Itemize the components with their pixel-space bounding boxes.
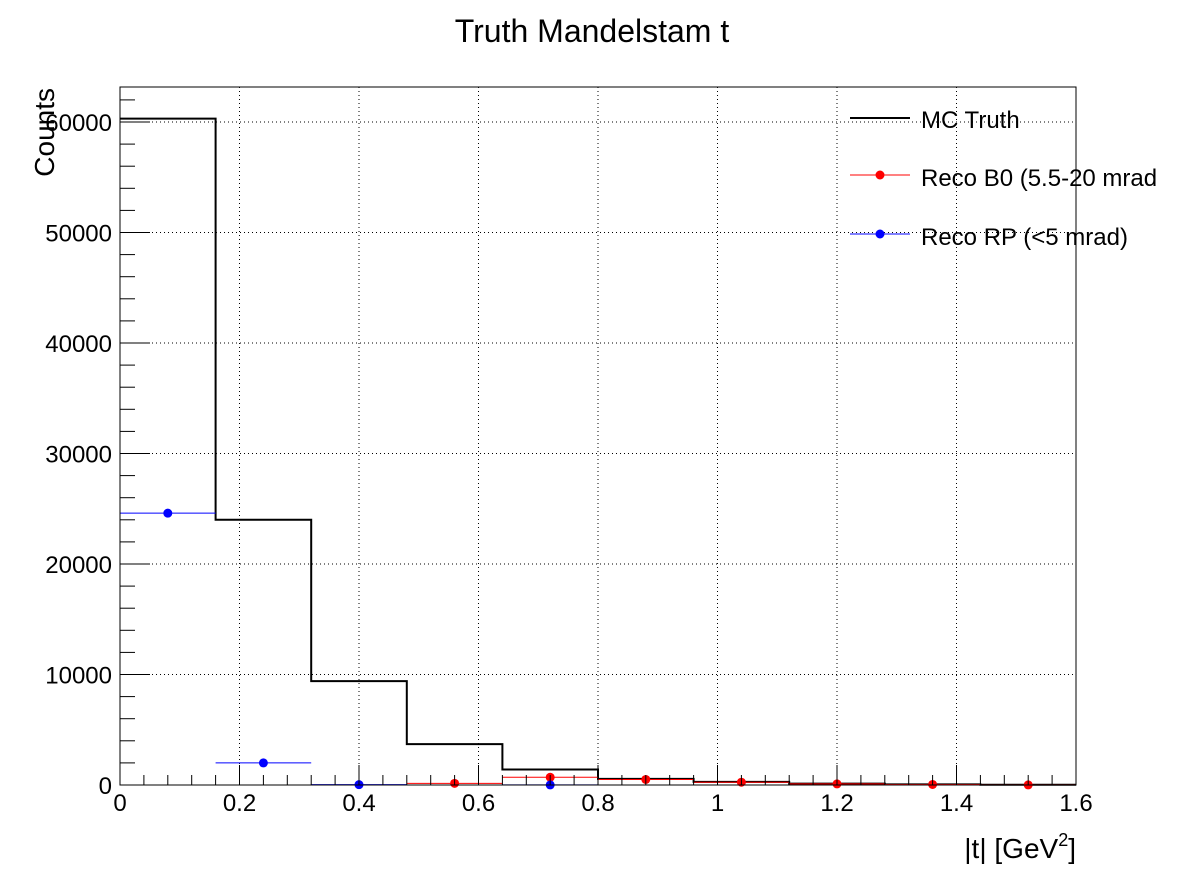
y-tick-label: 30000 (45, 442, 112, 469)
y-tick-label: 60000 (45, 110, 112, 137)
legend-entry-reco-rp: Reco RP (<5 mrad) (850, 224, 1128, 251)
y-tick-label: 50000 (45, 221, 112, 248)
x-tick-label: 0.6 (462, 790, 495, 817)
legend-entry-mc-truth: MC Truth (850, 107, 1020, 134)
x-tick-label: 1.2 (820, 790, 853, 817)
axis-ticks (119, 99, 1077, 786)
x-axis-label-text: |t| [GeV (964, 833, 1058, 864)
x-axis-label: |t| [GeV2] (964, 830, 1076, 864)
legend-reco-b0-label: Reco B0 (5.5-20 mrad (921, 165, 1157, 192)
tick-labels: 0 0.2 0.4 0.6 0.8 1 1.2 1.4 1.6 0 10000 20000 30000 4… (45, 110, 1092, 817)
legend-reco-b0-marker (875, 170, 885, 180)
y-tick-label: 40000 (45, 331, 112, 358)
y-tick-label: 20000 (45, 552, 112, 579)
legend-reco-rp-label: Reco RP (<5 mrad) (921, 224, 1128, 251)
x-tick-label: 0.8 (581, 790, 614, 817)
reco-rp-point (258, 758, 268, 768)
chart-title: Truth Mandelstam t (455, 13, 730, 49)
y-axis-label: Counts (29, 88, 60, 177)
x-tick-label: 0.4 (342, 790, 375, 817)
x-tick-label: 1.6 (1059, 790, 1092, 817)
legend-entry-reco-b0: Reco B0 (5.5-20 mrad (850, 165, 1157, 192)
legend-reco-rp-marker (875, 229, 885, 239)
x-axis-label-close: ] (1068, 833, 1076, 864)
y-tick-label: 10000 (45, 663, 112, 690)
x-tick-label: 1 (711, 790, 724, 817)
x-tick-label: 0.2 (223, 790, 256, 817)
grid-lines (120, 87, 1076, 785)
x-axis-label-superscript: 2 (1058, 830, 1068, 850)
legend-mc-truth-label: MC Truth (921, 107, 1020, 134)
y-tick-label: 0 (99, 773, 112, 800)
legend: MC Truth Reco B0 (5.5-20 mrad Reco RP (<… (850, 107, 1157, 251)
x-tick-label: 1.4 (940, 790, 973, 817)
reco-rp-point (163, 508, 173, 518)
x-tick-label: 0 (113, 790, 126, 817)
